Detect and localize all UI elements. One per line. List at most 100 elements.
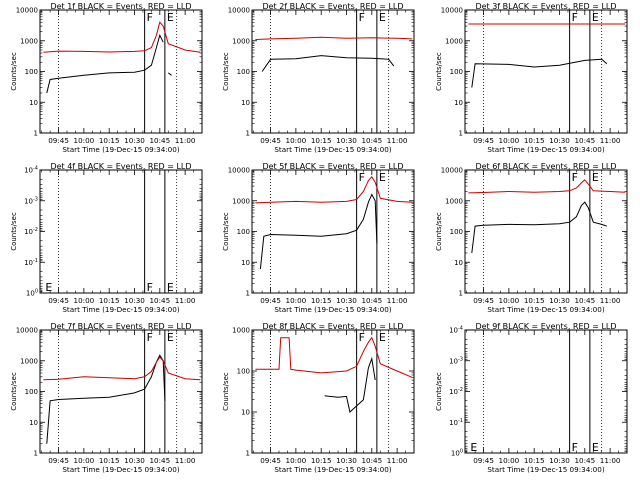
y-tick-label: 10-4	[24, 166, 38, 175]
x-tick-label: 09:45	[48, 456, 69, 465]
x-tick-label: 10:45	[149, 136, 170, 145]
series-events-line	[168, 72, 172, 76]
y-tick-label: 1000	[232, 37, 250, 45]
y-tick-label: 1	[246, 450, 250, 458]
y-tick-label: 1	[246, 130, 250, 138]
x-tick-label: 09:45	[473, 136, 494, 145]
x-tick-label: 10:30	[336, 136, 357, 145]
x-axis-label: Start Time (19-Dec-15 09:34:00)	[487, 465, 604, 474]
y-tick-label: 10-1	[24, 258, 38, 267]
panel-title: Det 9f BLACK = Events, RED = LLD	[475, 322, 616, 331]
x-tick-label: 10:45	[361, 136, 382, 145]
plot-frame	[464, 329, 628, 454]
series-lld-line	[255, 175, 413, 204]
plot-frame	[464, 169, 628, 294]
x-tick-label: 10:15	[99, 136, 120, 145]
y-tick-label: 100	[237, 68, 250, 76]
y-axis-label: Counts/sec	[222, 52, 230, 91]
marker-label: F	[359, 171, 365, 184]
y-tick-label: 10-4	[449, 326, 463, 335]
y-tick-label: 10-3	[449, 356, 463, 365]
y-tick-label: 100	[26, 289, 38, 298]
x-axis-label: Start Time (19-Dec-15 09:34:00)	[274, 465, 391, 474]
x-tick-label: 10:00	[499, 136, 520, 145]
y-axis-label: Counts/sec	[10, 212, 18, 251]
y-tick-label: 1000	[232, 327, 250, 335]
y-tick-label: 10000	[441, 7, 463, 15]
marker-label: E	[167, 281, 174, 294]
y-axis-label: Counts/sec	[222, 372, 230, 411]
x-tick-label: 10:15	[524, 456, 545, 465]
marker-label: E	[592, 171, 599, 184]
panel-title: Det 6f BLACK = Events, RED = LLD	[475, 162, 616, 171]
y-tick-label: 10-2	[449, 387, 463, 396]
x-tick-label: 10:45	[574, 136, 595, 145]
series-events-line	[46, 33, 164, 94]
y-tick-label: 10	[454, 259, 463, 267]
x-axis-label: Start Time (19-Dec-15 09:34:00)	[274, 145, 391, 154]
panel-det-4: Det 4f BLACK = Events, RED = LLD 100 10-1 1…	[10, 162, 203, 314]
x-axis-label: Start Time (19-Dec-15 09:34:00)	[487, 305, 604, 314]
y-axis-label: Counts/sec	[435, 372, 443, 411]
plot-frame	[251, 169, 415, 294]
y-tick-label: 1	[459, 130, 463, 138]
x-axis-label: Start Time (19-Dec-15 09:34:00)	[62, 145, 179, 154]
x-tick-label: 09:45	[260, 456, 281, 465]
x-axis-label: Start Time (19-Dec-15 09:34:00)	[62, 305, 179, 314]
y-tick-label: 1	[34, 130, 38, 138]
x-tick-label: 10:15	[311, 136, 332, 145]
x-axis-label: Start Time (19-Dec-15 09:34:00)	[487, 145, 604, 154]
y-tick-label: 100	[451, 449, 463, 458]
y-axis-label: Counts/sec	[435, 212, 443, 251]
plot-frame	[39, 9, 203, 134]
y-tick-label: 100	[450, 228, 463, 236]
panel-det-1: Det 1f BLACK = Events, RED = LLD 1 10 100 10…	[10, 2, 203, 154]
x-tick-label: 11:00	[175, 136, 196, 145]
y-tick-label: 10000	[228, 167, 250, 175]
x-tick-label: 09:45	[260, 136, 281, 145]
panel-det-8: Det 8f BLACK = Events, RED = LLD 1 10 100 10…	[222, 322, 415, 474]
x-tick-label: 10:45	[149, 296, 170, 305]
plot-frame	[39, 169, 203, 294]
marker-label: F	[572, 171, 578, 184]
x-tick-label: 11:00	[387, 456, 408, 465]
plot-frame	[464, 9, 628, 134]
marker-label: F	[147, 11, 153, 24]
series-lld-line	[255, 336, 413, 378]
x-tick-label: 10:45	[149, 456, 170, 465]
panel-title: Det 7f BLACK = Events, RED = LLD	[50, 322, 191, 331]
y-tick-label: 10000	[228, 7, 250, 15]
marker-label: E	[167, 331, 174, 344]
x-tick-label: 10:45	[361, 456, 382, 465]
x-tick-label: 10:30	[124, 296, 145, 305]
marker-label: F	[572, 11, 578, 24]
panel-det-3: Det 3f BLACK = Events, RED = LLD 1 10 100 10…	[435, 2, 628, 154]
y-tick-label: 100	[25, 388, 38, 396]
panel-det-5: Det 5f BLACK = Events, RED = LLD 1 10 100 10…	[222, 162, 415, 314]
series-events-line	[324, 356, 376, 413]
series-lld-line	[468, 179, 626, 194]
y-axis-label: Counts/sec	[222, 212, 230, 251]
y-tick-label: 1000	[20, 37, 38, 45]
y-tick-label: 100	[450, 68, 463, 76]
series-events-line	[471, 58, 608, 88]
x-tick-label: 10:00	[74, 296, 95, 305]
marker-label: E	[45, 281, 52, 294]
x-tick-label: 11:00	[600, 456, 621, 465]
x-tick-label: 09:45	[48, 136, 69, 145]
y-tick-label: 10	[241, 99, 250, 107]
plot-frame	[251, 9, 415, 134]
x-tick-label: 11:00	[387, 136, 408, 145]
y-tick-label: 10	[241, 409, 250, 417]
x-tick-label: 10:45	[361, 296, 382, 305]
panel-title: Det 8f BLACK = Events, RED = LLD	[262, 322, 403, 331]
y-tick-label: 10000	[441, 167, 463, 175]
x-tick-label: 09:45	[260, 296, 281, 305]
x-tick-label: 11:00	[387, 296, 408, 305]
series-events-line	[46, 354, 166, 444]
x-tick-label: 10:30	[336, 296, 357, 305]
y-tick-label: 10-1	[449, 418, 463, 427]
marker-label: F	[359, 331, 365, 344]
y-tick-label: 10000	[16, 7, 38, 15]
x-tick-label: 10:45	[574, 456, 595, 465]
